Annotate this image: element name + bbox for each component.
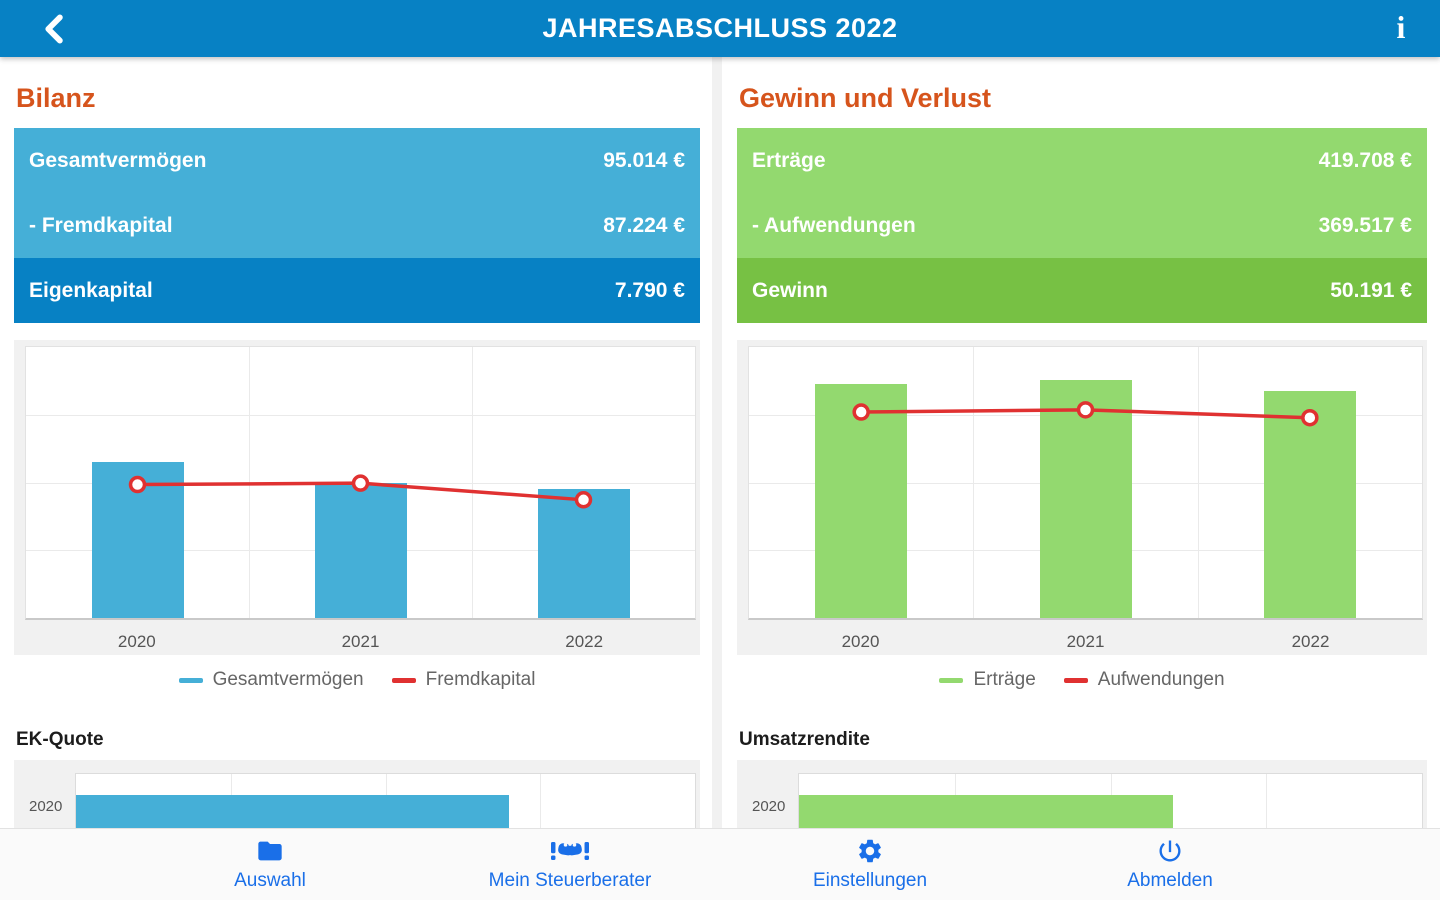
mini-y-axis-label: 2020 — [752, 798, 786, 815]
legend-label: Erträge — [973, 669, 1036, 690]
gridline — [1266, 774, 1268, 828]
chevron-left-icon — [45, 14, 63, 44]
x-axis-label: 2022 — [1291, 631, 1330, 651]
row-label: Erträge — [752, 148, 826, 172]
row-value: 50.191 € — [1330, 278, 1412, 302]
handshake-icon — [551, 842, 589, 860]
row-value: 369.517 € — [1318, 213, 1412, 237]
x-axis-labels: 2020 2021 2022 — [25, 628, 696, 655]
ek-quote-title: EK-Quote — [16, 729, 104, 750]
gridline — [1197, 347, 1199, 618]
mini-bar-2020 — [799, 795, 1173, 828]
row-value: 419.708 € — [1318, 148, 1412, 172]
bar-2022 — [537, 489, 630, 618]
guv-chart: 2020 2021 2022 — [737, 340, 1427, 655]
legend-swatch-gesamtvermoegen — [178, 677, 203, 683]
row-label: Eigenkapital — [29, 278, 153, 302]
legend-item: Erträge — [939, 669, 1036, 691]
folder-icon — [258, 841, 282, 861]
bilanz-chart: 2020 2021 2022 — [14, 340, 700, 655]
table-row: - Fremdkapital 87.224 € — [14, 193, 700, 258]
panel-bilanz: Bilanz Gesamtvermögen 95.014 € - Fremdka… — [14, 57, 700, 828]
legend-label: Fremdkapital — [425, 669, 536, 690]
table-row: Gesamtvermögen 95.014 € — [14, 128, 700, 193]
row-value: 87.224 € — [603, 213, 685, 237]
x-axis-label: 2020 — [117, 631, 156, 651]
main-content: Bilanz Gesamtvermögen 95.014 € - Fremdka… — [0, 57, 1440, 828]
legend-label: Gesamtvermögen — [212, 669, 364, 690]
gear-icon — [859, 839, 881, 863]
bar-2021 — [314, 482, 407, 618]
legend-item: Fremdkapital — [391, 669, 536, 691]
x-axis-label: 2021 — [1066, 631, 1105, 651]
gridline — [973, 347, 975, 618]
guv-summary-table: Erträge 419.708 € - Aufwendungen 369.517… — [737, 128, 1427, 323]
x-axis-label: 2022 — [565, 631, 604, 651]
umsatzrendite-chart: 2020 — [737, 760, 1427, 828]
mini-bar-2020 — [76, 795, 510, 828]
legend-swatch-ertraege — [939, 677, 964, 683]
row-label: Gewinn — [752, 278, 828, 302]
table-row: Eigenkapital 7.790 € — [14, 258, 700, 323]
row-label: - Fremdkapital — [29, 213, 173, 237]
nav-item-mein-steuerberater[interactable]: Mein Steuerberater — [420, 829, 720, 900]
top-app-bar: JAHRESABSCHLUSS 2022 i — [0, 0, 1440, 57]
mini-y-axis-label: 2020 — [29, 798, 63, 815]
nav-item-abmelden[interactable]: Abmelden — [1020, 829, 1320, 900]
panel-gewinn-verlust: Gewinn und Verlust Erträge 419.708 € - A… — [737, 57, 1427, 828]
guv-legend: Erträge Aufwendungen — [737, 663, 1427, 697]
nav-item-einstellungen[interactable]: Einstellungen — [720, 829, 1020, 900]
legend-swatch-aufwendungen — [1063, 677, 1088, 683]
table-row: Erträge 419.708 € — [737, 128, 1427, 193]
legend-swatch-fremdkapital — [391, 677, 416, 683]
x-axis-label: 2020 — [841, 631, 880, 651]
nav-label: Abmelden — [1127, 870, 1213, 891]
power-icon — [1159, 840, 1181, 862]
row-value: 95.014 € — [603, 148, 685, 172]
table-row: - Aufwendungen 369.517 € — [737, 193, 1427, 258]
bar-2022 — [1263, 390, 1356, 618]
x-axis-labels: 2020 2021 2022 — [748, 628, 1423, 655]
bar-2020 — [815, 383, 908, 618]
bilanz-chart-plot — [25, 346, 696, 620]
ek-quote-chart: 2020 — [14, 760, 700, 828]
legend-item: Aufwendungen — [1063, 669, 1225, 691]
bilanz-heading: Bilanz — [16, 83, 96, 113]
row-label: - Aufwendungen — [752, 213, 916, 237]
umsatzrendite-plot — [798, 773, 1423, 828]
page-title: JAHRESABSCHLUSS 2022 — [542, 13, 898, 43]
guv-chart-plot — [748, 346, 1423, 620]
row-label: Gesamtvermögen — [29, 148, 207, 172]
bottom-navigation: Auswahl Mein Steuerberater Einstellungen… — [0, 828, 1440, 900]
info-icon[interactable]: i — [1396, 9, 1406, 45]
bilanz-summary-table: Gesamtvermögen 95.014 € - Fremdkapital 8… — [14, 128, 700, 323]
legend-item: Gesamtvermögen — [178, 669, 364, 691]
panel-divider — [712, 57, 722, 828]
legend-label: Aufwendungen — [1097, 669, 1225, 690]
umsatzrendite-title: Umsatzrendite — [739, 729, 870, 750]
line-series — [852, 401, 1319, 427]
gridline — [472, 347, 473, 618]
nav-label: Einstellungen — [812, 870, 928, 891]
back-button[interactable] — [38, 11, 74, 47]
x-axis-label: 2021 — [341, 631, 380, 651]
bar-2021 — [1039, 379, 1132, 618]
line-series — [128, 474, 593, 509]
guv-heading: Gewinn und Verlust — [739, 83, 992, 113]
row-value: 7.790 € — [614, 278, 685, 302]
nav-item-auswahl[interactable]: Auswahl — [120, 829, 420, 900]
gridline — [540, 774, 542, 828]
ek-quote-plot — [75, 773, 696, 828]
bilanz-legend: Gesamtvermögen Fremdkapital — [14, 663, 700, 697]
table-row: Gewinn 50.191 € — [737, 258, 1427, 323]
nav-label: Mein Steuerberater — [488, 870, 652, 891]
gridline — [26, 414, 695, 416]
nav-label: Auswahl — [234, 870, 306, 891]
